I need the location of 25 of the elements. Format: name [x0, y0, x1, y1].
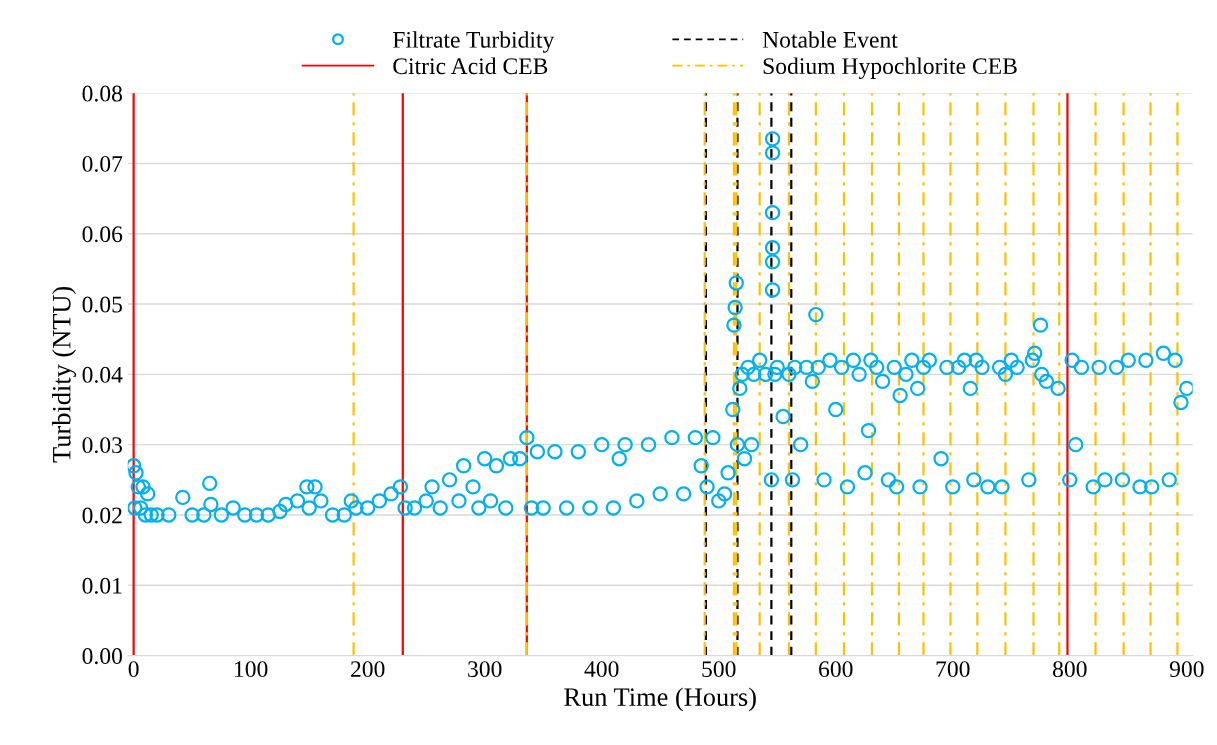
x-axis-title: Run Time (Hours) — [564, 687, 756, 712]
x-tick-label: 0 — [128, 661, 139, 678]
y-tick-label: 0.04 — [82, 366, 123, 383]
y-tick-label: 0.03 — [82, 437, 122, 454]
legend-label: Citric Acid CEB — [393, 57, 548, 75]
x-tick-label: 800 — [1052, 661, 1087, 678]
x-tick-label: 100 — [235, 661, 268, 678]
legend-label: Sodium Hypochlorite CEB — [763, 57, 1017, 79]
y-tick-label: 0.08 — [82, 85, 123, 102]
x-tick-label: 500 — [702, 661, 736, 678]
x-tick-label: 200 — [351, 661, 385, 678]
x-tick-label: 400 — [584, 661, 619, 678]
y-axis-title: Turbidity (NTU) — [52, 286, 77, 463]
x-tick-label: 900 — [1169, 661, 1204, 678]
legend-label: Notable Event — [762, 31, 898, 48]
x-tick-label: 300 — [468, 661, 502, 678]
y-tick-label: 0.00 — [82, 648, 123, 665]
y-tick-label: 0.05 — [82, 296, 122, 313]
x-tick-label: 700 — [936, 661, 970, 678]
x-tick-label: 600 — [819, 661, 853, 678]
y-tick-label: 0.01 — [82, 577, 122, 594]
y-tick-label: 0.07 — [82, 155, 123, 172]
legend-label: Filtrate Turbidity — [392, 31, 555, 53]
y-tick-label: 0.02 — [82, 507, 122, 524]
y-tick-label: 0.06 — [82, 226, 123, 243]
